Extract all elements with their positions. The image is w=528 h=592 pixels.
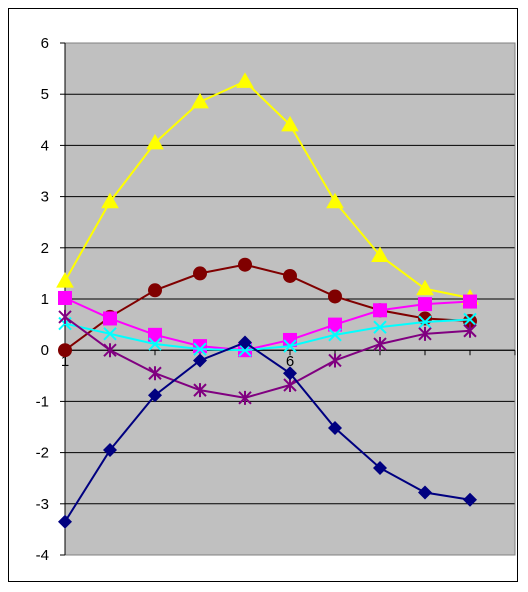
series-line: [64, 80, 471, 299]
data-point: [418, 326, 432, 341]
y-tick-label: 6: [41, 35, 49, 52]
data-point: [101, 192, 119, 209]
data-point: [418, 485, 432, 500]
data-point: [56, 272, 74, 288]
data-point: [148, 283, 162, 298]
y-tick-label: -2: [36, 445, 49, 462]
data-point: [238, 335, 252, 350]
data-point: [148, 388, 162, 403]
y-tick-label: 3: [41, 189, 49, 206]
data-point: [236, 72, 254, 88]
series-line: [64, 297, 471, 352]
data-point: [103, 343, 117, 358]
x-tick-label: 6: [286, 353, 294, 370]
data-point: [148, 327, 162, 342]
data-point: [58, 309, 72, 324]
data-point: [148, 337, 162, 351]
y-tick-label: -4: [36, 547, 49, 564]
data-point: [281, 115, 299, 132]
data-point: [191, 92, 209, 109]
y-tick-label: -3: [36, 496, 49, 513]
data-point: [328, 421, 342, 436]
y-tick-label: 1: [41, 291, 49, 308]
data-point: [463, 312, 477, 327]
data-point: [328, 317, 342, 332]
data-point: [146, 133, 164, 150]
series-line: [64, 263, 471, 352]
y-tick-label: 2: [41, 240, 49, 257]
data-point: [373, 460, 387, 475]
data-point: [103, 327, 117, 341]
data-point: [326, 192, 344, 209]
data-point: [103, 311, 117, 326]
series-group: [56, 72, 479, 529]
data-point: [463, 314, 477, 329]
data-point: [58, 290, 72, 305]
series-2: [58, 257, 477, 358]
series-line: [64, 341, 471, 523]
data-point: [328, 353, 342, 368]
series-6: [58, 335, 477, 529]
data-point: [193, 342, 207, 356]
data-point: [463, 492, 477, 507]
y-tick-label: 0: [41, 342, 49, 359]
y-tick-label: 5: [41, 86, 49, 103]
data-point: [463, 294, 477, 309]
y-tick-label: 4: [41, 137, 49, 154]
data-point: [103, 443, 117, 458]
data-point: [371, 246, 389, 262]
data-point: [328, 289, 342, 304]
data-point: [193, 339, 207, 354]
data-point: [416, 279, 434, 296]
data-point: [193, 266, 207, 281]
data-point: [283, 339, 297, 353]
data-point: [283, 378, 297, 393]
data-point: [418, 315, 432, 329]
data-point: [463, 323, 477, 338]
data-point: [283, 268, 297, 283]
data-point: [418, 297, 432, 312]
data-point: [283, 366, 297, 381]
data-point: [193, 383, 207, 398]
series-line: [64, 316, 471, 399]
series-4: [58, 312, 477, 357]
y-tick-label: -1: [36, 393, 49, 410]
series-5: [58, 309, 477, 405]
data-point: [373, 320, 387, 334]
data-point: [58, 514, 72, 529]
data-point: [238, 257, 252, 272]
data-point: [58, 343, 72, 358]
data-point: [373, 303, 387, 318]
data-point: [148, 366, 162, 381]
data-point: [373, 337, 387, 352]
data-point: [328, 328, 342, 342]
series-line: [64, 318, 471, 352]
data-point: [238, 390, 252, 405]
data-point: [193, 353, 207, 368]
x-tick-label: 1: [61, 353, 69, 370]
